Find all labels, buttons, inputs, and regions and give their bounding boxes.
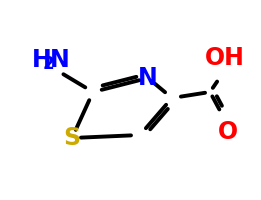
Text: O: O bbox=[218, 120, 238, 144]
Text: S: S bbox=[63, 126, 81, 150]
Text: H: H bbox=[32, 48, 52, 72]
Text: OH: OH bbox=[205, 46, 245, 70]
Text: N: N bbox=[138, 66, 158, 90]
Text: 2: 2 bbox=[43, 55, 55, 73]
Text: N: N bbox=[50, 48, 70, 72]
